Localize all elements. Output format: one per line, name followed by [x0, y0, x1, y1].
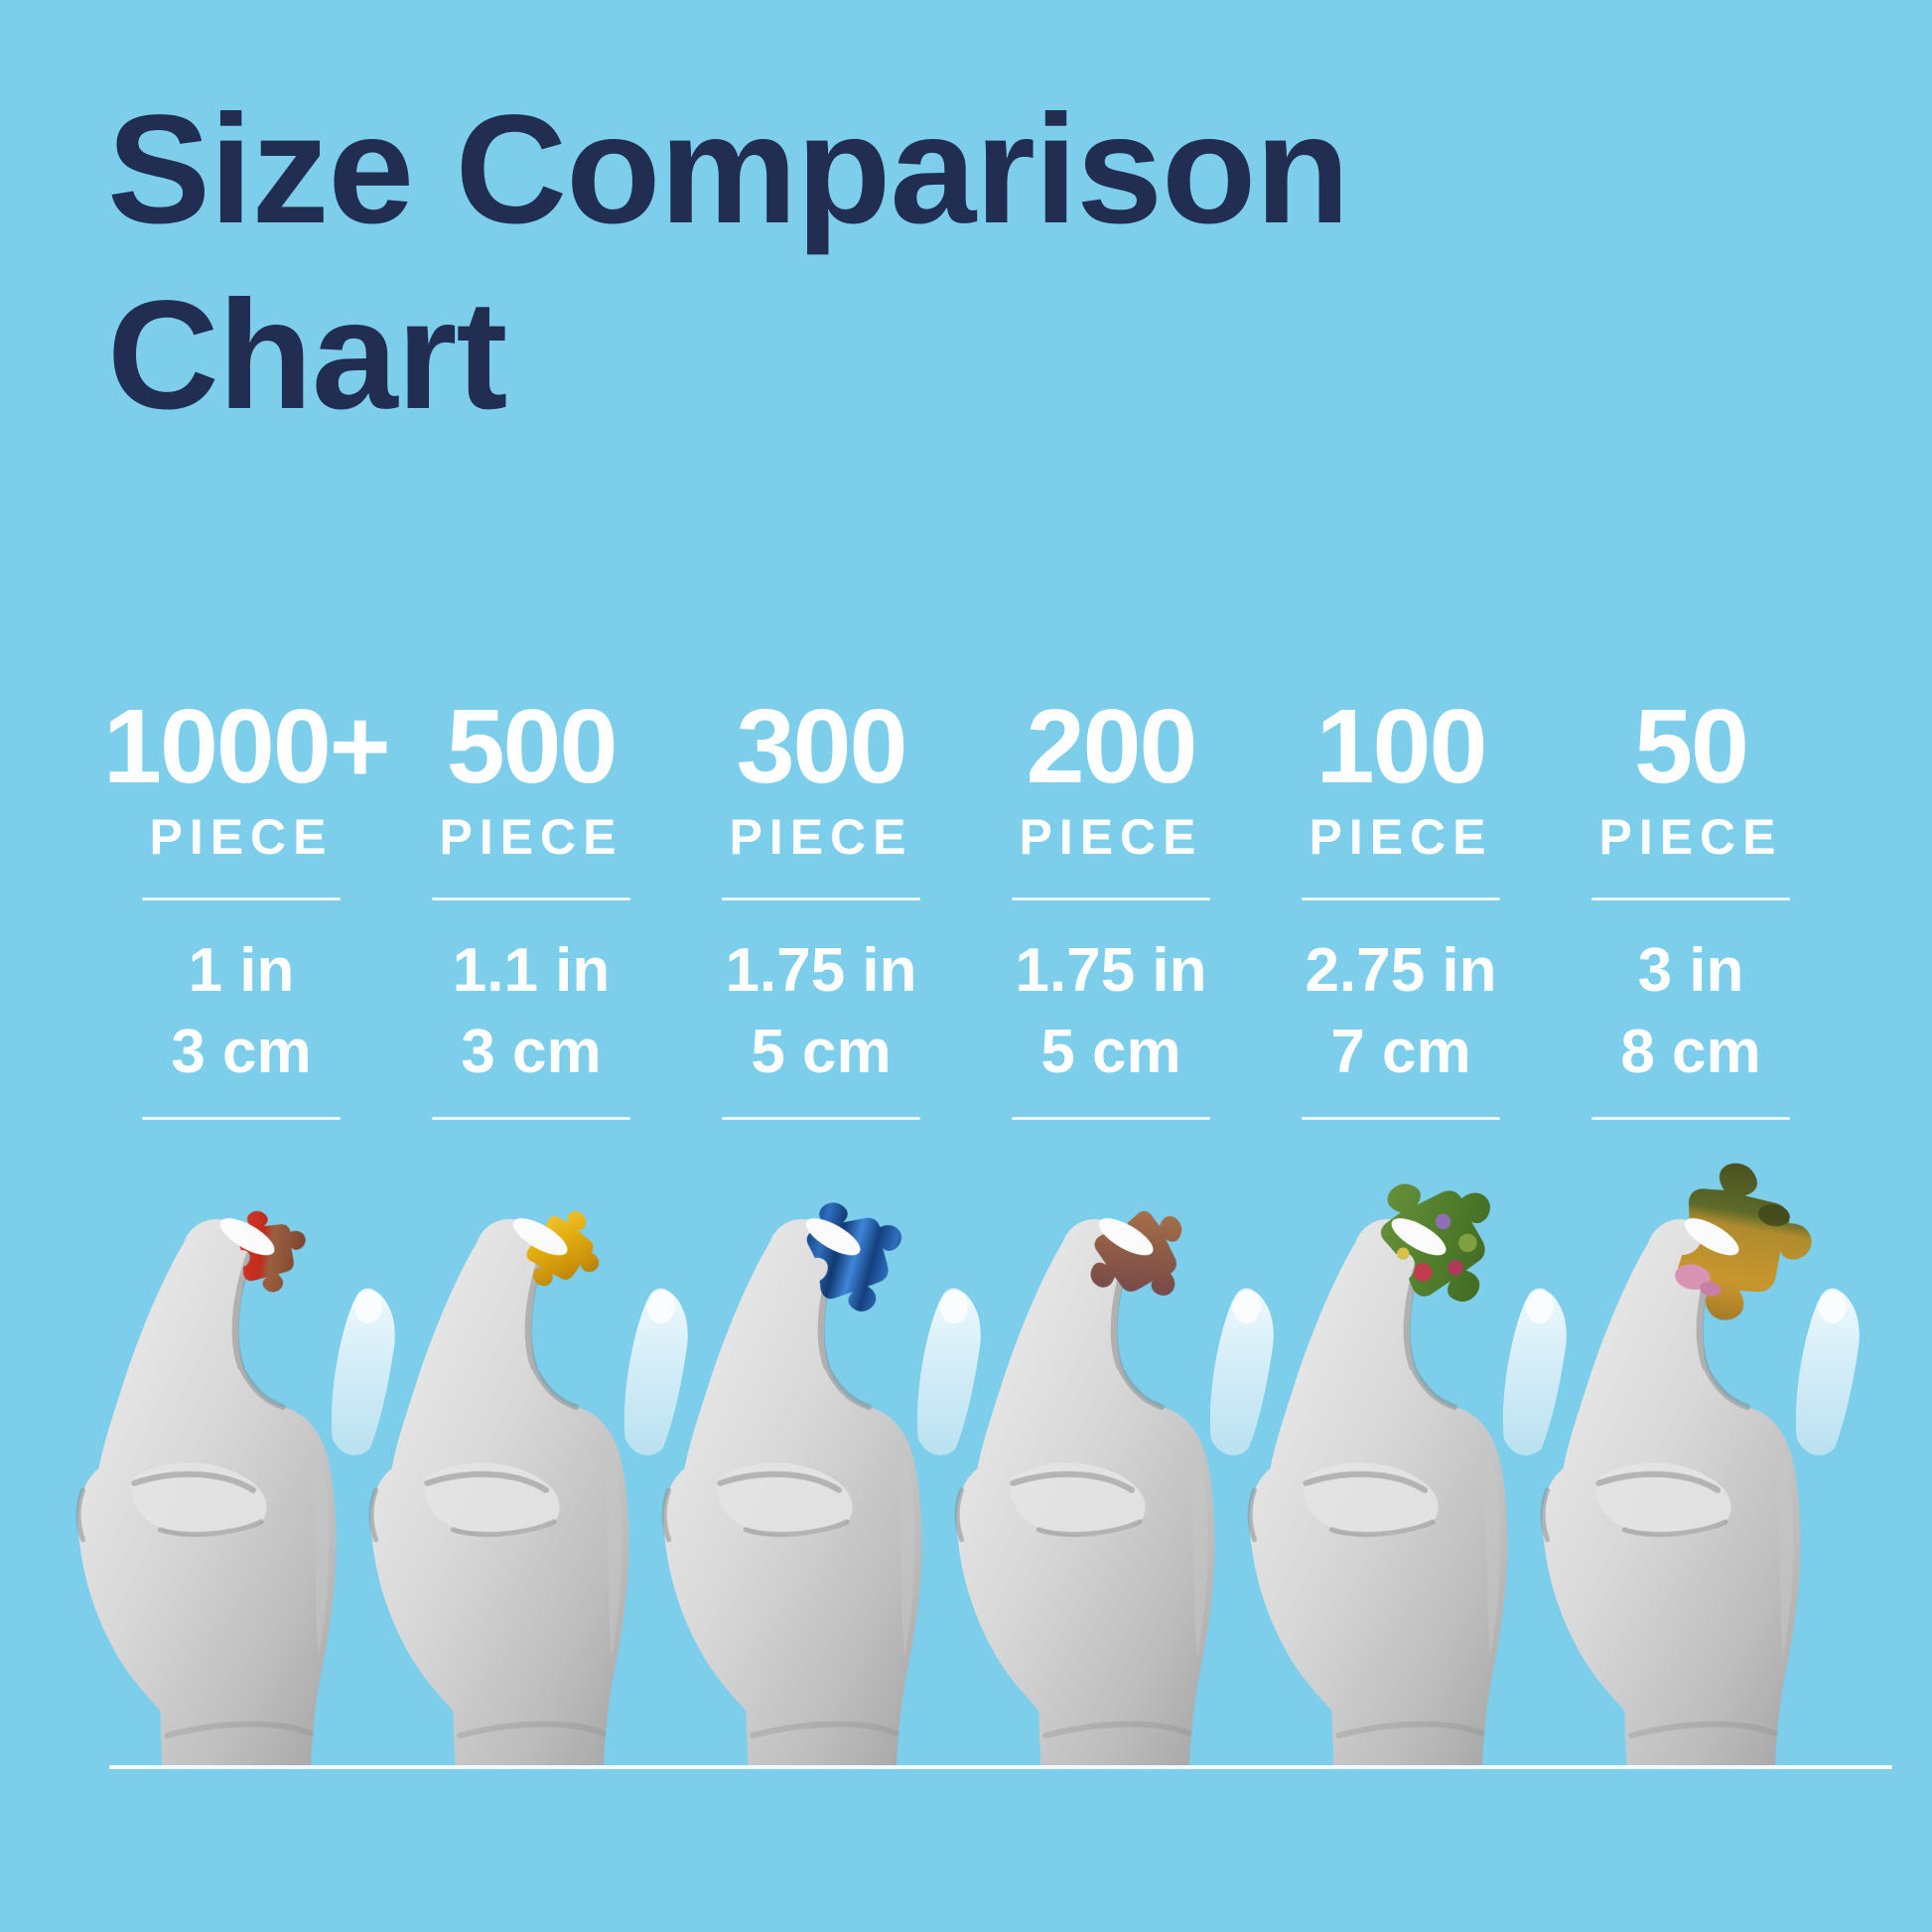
puzzle-piece-group — [1669, 1156, 1824, 1333]
ghost-finger-icon — [1795, 1288, 1860, 1455]
divider-line — [1591, 897, 1790, 900]
hand-pinch-icon — [370, 1219, 628, 1767]
size-cm: 7 cm — [1330, 1018, 1471, 1086]
size-inches: 3 in — [1637, 936, 1744, 1005]
piece-count: 1000+ — [103, 688, 391, 805]
hand-50-piece — [1582, 1142, 1874, 1767]
piece-word: PIECE — [149, 809, 334, 865]
size-inches: 2.75 in — [1305, 936, 1497, 1005]
size-cm: 5 cm — [1040, 1018, 1181, 1086]
piece-count-columns: 1000+ PIECE 1 in 3 cm 500 PIECE 1.1 in 3… — [103, 688, 1829, 1120]
page-title: Size Comparison Chart — [107, 83, 1350, 443]
piece-count: 100 — [1315, 688, 1488, 805]
hand-pinch-icon — [1249, 1219, 1507, 1767]
piece-count: 300 — [736, 688, 908, 805]
size-inches: 1.75 in — [725, 936, 917, 1005]
column-500-piece: 500 PIECE 1.1 in 3 cm — [393, 688, 669, 1120]
column-200-piece: 200 PIECE 1.75 in 5 cm — [973, 688, 1249, 1120]
hand-pinch-icon — [77, 1219, 336, 1767]
hand-pinch-icon — [956, 1219, 1214, 1767]
hand-with-piece-figure — [1537, 1156, 1860, 1767]
divider-line — [1591, 1117, 1790, 1120]
divider-line — [1012, 897, 1210, 900]
piece-word: PIECE — [729, 809, 913, 865]
size-cm: 3 cm — [461, 1018, 602, 1086]
divider-line — [1302, 897, 1500, 900]
piece-count: 500 — [446, 688, 619, 805]
landscape-detail — [1675, 1204, 1790, 1297]
divider-line — [722, 1117, 920, 1120]
size-inches: 1.1 in — [452, 936, 611, 1005]
piece-count: 50 — [1634, 688, 1749, 805]
hand-100-piece — [1289, 1142, 1582, 1767]
size-inches: 1 in — [188, 936, 295, 1005]
column-50-piece: 50 PIECE 3 in 8 cm — [1553, 688, 1829, 1120]
divider-line — [1012, 1117, 1210, 1120]
column-300-piece: 300 PIECE 1.75 in 5 cm — [683, 688, 959, 1120]
hand-pinch-icon — [1542, 1219, 1800, 1767]
divider-line — [142, 1117, 341, 1120]
column-1000-piece: 1000+ PIECE 1 in 3 cm — [103, 688, 391, 1120]
piece-count: 200 — [1026, 688, 1198, 805]
divider-line — [722, 897, 920, 900]
size-cm: 5 cm — [751, 1018, 892, 1086]
bottom-baseline — [109, 1765, 1892, 1769]
column-100-piece: 100 PIECE 2.75 in 7 cm — [1263, 688, 1539, 1120]
divider-line — [142, 897, 341, 900]
piece-word: PIECE — [1598, 809, 1783, 865]
size-cm: 3 cm — [171, 1018, 312, 1086]
divider-line — [432, 1117, 630, 1120]
size-cm: 8 cm — [1620, 1018, 1761, 1086]
size-inches: 1.75 in — [1015, 936, 1207, 1005]
piece-word: PIECE — [439, 809, 623, 865]
hand-with-piece-figure — [1244, 1150, 1567, 1767]
hands-row — [117, 1142, 1874, 1767]
divider-line — [432, 897, 630, 900]
piece-word: PIECE — [1019, 809, 1203, 865]
hand-pinch-icon — [663, 1219, 921, 1767]
piece-word: PIECE — [1309, 809, 1493, 865]
divider-line — [1302, 1117, 1500, 1120]
